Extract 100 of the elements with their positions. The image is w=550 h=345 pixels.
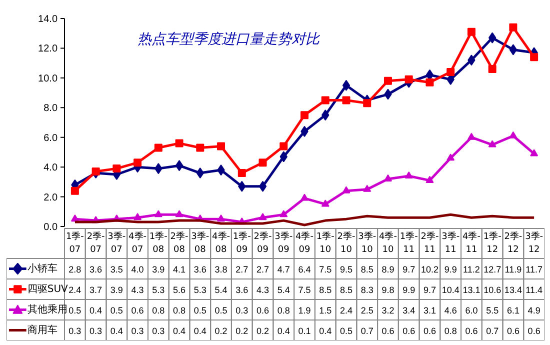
point bbox=[70, 186, 79, 195]
data-label: 0.8 bbox=[173, 305, 186, 316]
data-label: 9.7 bbox=[402, 264, 416, 274]
point bbox=[446, 154, 455, 161]
x-tick-label: 3季-08 bbox=[191, 231, 210, 255]
data-label: 3.4 bbox=[402, 305, 416, 316]
point bbox=[509, 44, 518, 56]
point bbox=[196, 144, 204, 152]
x-tick-label: 3季-09 bbox=[274, 231, 293, 255]
data-label: 9.9 bbox=[444, 264, 457, 274]
data-label: 6.0 bbox=[465, 305, 478, 316]
text: 热点车型季度进口量走势对比 bbox=[138, 32, 321, 48]
data-label: 11.2 bbox=[463, 264, 480, 274]
point bbox=[509, 23, 518, 32]
point bbox=[384, 174, 392, 182]
point bbox=[342, 96, 350, 104]
data-label: 9.5 bbox=[340, 264, 352, 274]
x-tick-label: 2季-07 bbox=[86, 231, 105, 255]
point bbox=[426, 78, 434, 86]
x-tick-label: 1季-07 bbox=[66, 231, 84, 255]
data-label: 8.5 bbox=[340, 284, 352, 295]
data-label: 4.7 bbox=[277, 264, 290, 274]
data-label: 3.6 bbox=[194, 264, 206, 274]
x-tick-label: 4季-07 bbox=[128, 231, 147, 255]
data-label: 3.5 bbox=[110, 264, 123, 274]
data-label: 13.4 bbox=[504, 284, 522, 295]
data-label: 0.2 bbox=[214, 326, 228, 336]
data-label: 8.9 bbox=[382, 264, 394, 274]
legend-label: 其他乘用 bbox=[27, 303, 68, 316]
point bbox=[509, 131, 518, 138]
point bbox=[488, 32, 496, 44]
data-label: 5.3 bbox=[194, 284, 206, 295]
data-label: 0.5 bbox=[340, 326, 352, 336]
x-tick-label: 1季-11 bbox=[400, 231, 418, 255]
legend-label: 四驱SUV bbox=[27, 284, 68, 295]
x-tick-label: 3季-07 bbox=[108, 231, 126, 255]
y-tick-label: 8.0 bbox=[44, 103, 58, 114]
point bbox=[467, 28, 476, 36]
data-label: 4.3 bbox=[256, 284, 270, 295]
data-label: 0.6 bbox=[506, 326, 520, 336]
data-label: 6.4 bbox=[298, 264, 311, 274]
x-tick-label: 2季-09 bbox=[254, 231, 272, 255]
data-label: 5.4 bbox=[277, 284, 290, 295]
data-label: 10.2 bbox=[420, 264, 438, 274]
y-tick-label: 10.0 bbox=[38, 73, 58, 84]
data-label: 2.4 bbox=[68, 284, 82, 295]
data-label: 11.9 bbox=[504, 264, 522, 274]
x-tick-label: 1季-12 bbox=[483, 231, 502, 255]
x-tick-label: 2季-10 bbox=[337, 231, 356, 255]
data-label: 0.6 bbox=[528, 326, 540, 336]
data-label: 0.3 bbox=[90, 326, 102, 336]
y-tick-label: 4.0 bbox=[44, 162, 58, 174]
data-label: 5.4 bbox=[214, 284, 228, 295]
data-label: 0.6 bbox=[256, 305, 270, 316]
point bbox=[175, 160, 184, 172]
data-label: 0.3 bbox=[68, 326, 82, 336]
y-tick-label: 14.0 bbox=[38, 14, 58, 25]
data-label: 7.5 bbox=[319, 264, 332, 274]
data-label: 0.4 bbox=[277, 326, 290, 336]
data-label: 0.4 bbox=[173, 326, 186, 336]
data-label: 3.6 bbox=[236, 284, 248, 295]
point bbox=[488, 140, 496, 148]
data-label: 2.7 bbox=[236, 264, 248, 274]
data-label: 10.6 bbox=[484, 284, 502, 295]
point bbox=[134, 158, 142, 167]
y-tick-label: 12.0 bbox=[38, 44, 58, 55]
data-label: 4.0 bbox=[131, 264, 144, 274]
data-label: 3.7 bbox=[90, 284, 102, 295]
data-label: 0.8 bbox=[152, 305, 165, 316]
point bbox=[467, 132, 476, 140]
data-label: 4.1 bbox=[173, 264, 186, 274]
data-label: 0.2 bbox=[256, 326, 270, 336]
data-label: 0.6 bbox=[402, 326, 416, 336]
point bbox=[134, 213, 142, 220]
data-label: 0.5 bbox=[194, 305, 206, 316]
data-label: 0.8 bbox=[277, 305, 290, 316]
data-label: 1.5 bbox=[319, 305, 332, 316]
data-label: 5.3 bbox=[152, 284, 165, 295]
point bbox=[446, 68, 455, 76]
data-label: 2.7 bbox=[256, 264, 270, 274]
point bbox=[363, 184, 372, 192]
x-tick-label: 1季-10 bbox=[316, 231, 334, 255]
data-label: 0.3 bbox=[152, 326, 165, 336]
point bbox=[258, 180, 267, 192]
point bbox=[175, 139, 184, 148]
point bbox=[92, 168, 100, 176]
data-label: 8.3 bbox=[360, 284, 374, 295]
data-label: 5.5 bbox=[486, 305, 499, 316]
point bbox=[258, 213, 267, 220]
data-label: 0.6 bbox=[465, 326, 478, 336]
data-label: 9.7 bbox=[423, 284, 436, 295]
point bbox=[154, 210, 162, 218]
x-tick-label: 3季-11 bbox=[442, 231, 460, 255]
data-label: 8.5 bbox=[360, 264, 374, 274]
point bbox=[530, 149, 538, 156]
data-label: 0.6 bbox=[382, 326, 394, 336]
data-label: 0.3 bbox=[131, 326, 144, 336]
legend-label: 小轿车 bbox=[27, 262, 58, 274]
data-label: 13.1 bbox=[462, 284, 480, 295]
data-label: 0.3 bbox=[236, 305, 248, 316]
